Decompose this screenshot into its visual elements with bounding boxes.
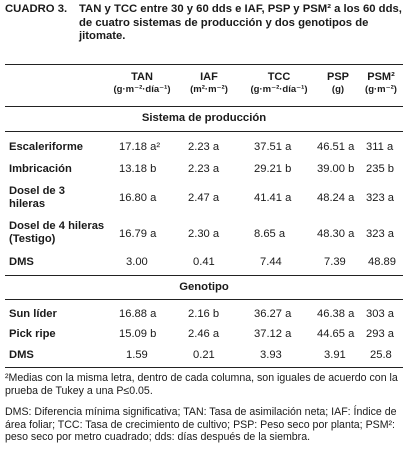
cell-psp: 46.38 a [317,308,355,320]
header-psm-unit: (g·m⁻²) [365,84,397,95]
header-psm-name: PSM² [367,71,395,83]
row-label: DMS [9,349,34,361]
cell-tcc: 8.65 a [254,228,286,240]
cell-psp: 7.39 [324,256,346,268]
header-iaf: IAF (m²·m⁻²) [184,71,234,96]
cell-psp: 3.91 [324,349,346,361]
cell-psp: 39.00 b [317,163,355,175]
cell-tan: 15.09 b [119,328,157,340]
row-label: Imbricación [9,163,72,175]
row-label: Dosel de 4 hileras (Testigo) [9,220,105,245]
cell-psm: 48.89 [368,256,396,268]
cell-psp: 48.24 a [317,192,355,204]
header-psp-name: PSP [326,71,349,83]
top-rule [5,64,403,65]
header-tan: TAN (g·m⁻²·día⁻¹) [104,71,180,96]
cell-tan: 17.18 a² [119,141,161,153]
footnote-abbreviations: DMS: Diferencia mínima significativa; TA… [5,406,397,444]
row-label: Sun líder [9,308,57,320]
cell-psp: 48.30 a [317,228,355,240]
cell-tcc: 37.51 a [254,141,292,153]
row-label: DMS [9,256,34,268]
header-tcc-unit: (g·m⁻²·día⁻¹) [250,84,308,95]
header-iaf-name: IAF [200,71,218,83]
table-caption: CUADRO 3. TAN y TCC entre 30 y 60 dds e … [5,3,403,42]
cell-psp: 44.65 a [317,328,355,340]
section-rule-genotipo [5,299,403,300]
cell-iaf: 0.41 [193,256,215,268]
footnote-significance: ²Medias con la misma letra, dentro de ca… [5,372,398,397]
cell-tcc: 36.27 a [254,308,292,320]
cell-iaf: 0.21 [193,349,215,361]
caption-text: TAN y TCC entre 30 y 60 dds e IAF, PSP y… [79,3,402,42]
section-end-rule [5,275,403,276]
header-rule [5,106,403,107]
cell-iaf: 2.47 a [188,192,220,204]
cell-tan: 1.59 [126,349,148,361]
header-iaf-unit: (m²·m⁻²) [190,84,228,95]
bottom-rule [5,367,403,368]
cell-psm: 293 a [366,328,394,340]
row-label: Escaleriforme [9,141,84,153]
cell-psm: 323 a [366,228,394,240]
cell-psp: 46.51 a [317,141,355,153]
cell-psm: 323 a [366,192,394,204]
header-tcc: TCC (g·m⁻²·día⁻¹) [237,71,321,96]
cell-psm: 311 a [366,141,394,153]
section-title-sistema: Sistema de producción [141,112,267,124]
row-label: Pick ripe [9,328,56,340]
cell-tcc: 37.12 a [254,328,292,340]
header-psp: PSP (g) [320,71,356,96]
cell-psm: 25.8 [370,349,392,361]
header-tan-name: TAN [131,71,153,83]
cell-tcc: 41.41 a [254,192,292,204]
cell-tcc: 7.44 [260,256,282,268]
cell-tan: 3.00 [126,256,148,268]
cell-iaf: 2.16 b [188,308,220,320]
cell-tcc: 3.93 [260,349,282,361]
header-tcc-name: TCC [267,71,291,83]
cell-tan: 13.18 b [119,163,157,175]
cell-iaf: 2.46 a [188,328,220,340]
cell-tan: 16.79 a [119,228,157,240]
header-psm: PSM² (g·m⁻²) [356,71,406,96]
cell-iaf: 2.23 a [188,141,220,153]
row-label: Dosel de 3 hileras [9,185,65,210]
cell-tan: 16.80 a [119,192,157,204]
section-rule-sistema [5,131,403,132]
cell-iaf: 2.23 a [188,163,220,175]
caption-label: CUADRO 3. [5,3,68,15]
section-title-genotipo: Genotipo [179,281,229,293]
header-psp-unit: (g) [331,84,345,95]
cell-psm: 303 a [366,308,394,320]
cell-tan: 16.88 a [119,308,157,320]
header-tan-unit: (g·m⁻²·día⁻¹) [113,84,171,95]
cell-psm: 235 b [366,163,394,175]
cell-tcc: 29.21 b [254,163,292,175]
cell-iaf: 2.30 a [188,228,220,240]
